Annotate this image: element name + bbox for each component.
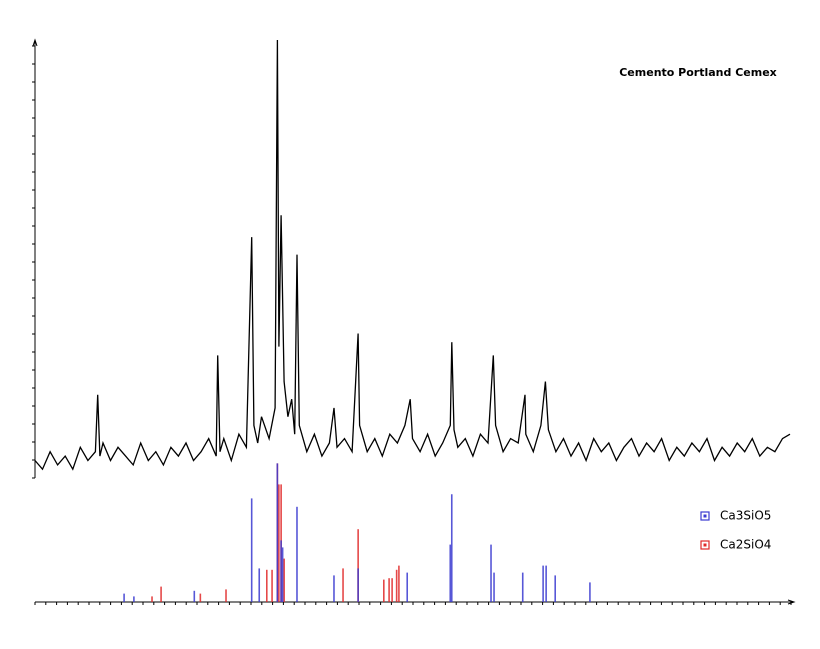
legend-swatch [700,540,710,550]
legend-swatch-dot [703,543,707,547]
legend-label: Ca2SiO4 [720,538,771,552]
x-axis-arrow [787,599,796,605]
legend-swatch-dot [703,514,707,518]
legend-label: Ca3SiO5 [720,509,771,523]
y-axis-arrow [32,38,38,47]
chart-title: Cemento Portland Cemex [619,66,777,79]
line-series [34,39,791,471]
legend-swatch [700,511,710,521]
